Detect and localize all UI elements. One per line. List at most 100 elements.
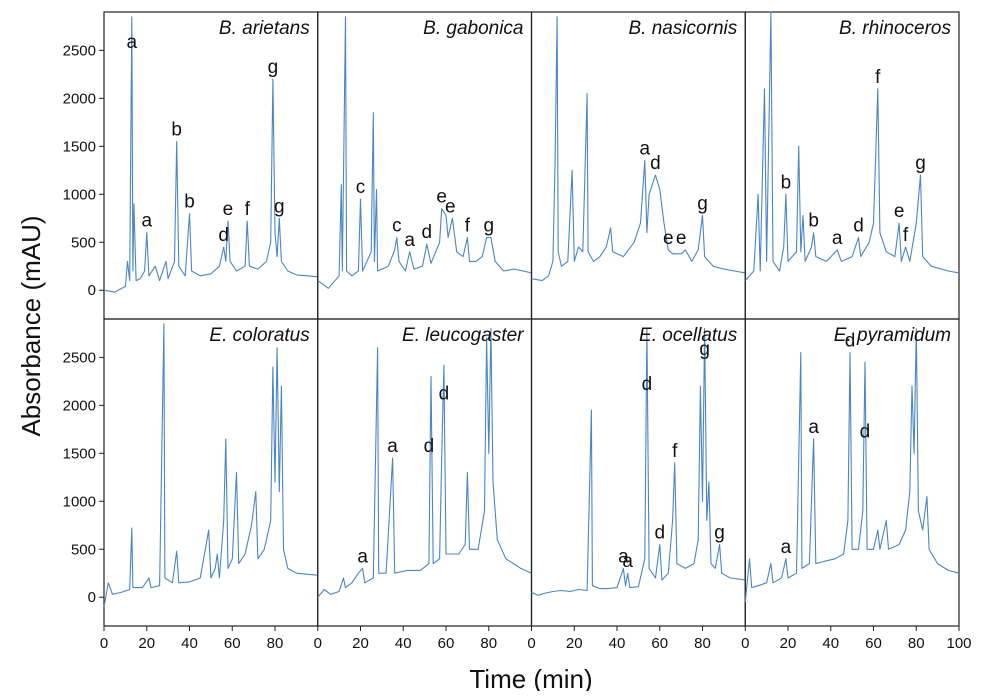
panel-title: B. arietans [219,18,310,39]
peak-label-f: f [465,215,471,236]
panel-b-arietans: B. arietans a a b b de f g g [103,11,319,320]
panel-e-coloratus: E. coloratus [103,318,319,627]
peak-label-c: c [356,177,366,198]
chromatogram-line [744,328,960,603]
panel-frame [317,318,533,627]
peak-label-a: a [357,546,368,567]
x-tick-label: 0 [100,635,108,652]
x-tick-label: 100 [946,635,971,652]
peak-label-a: a [808,417,819,438]
peak-label-d: d [650,153,661,174]
peak-label-d: d [853,215,864,236]
peak-label-e: e [223,199,234,220]
y-tick-label: 1500 [63,138,96,155]
panel-e-pyramidum: E. pyramidum a a d d [744,318,960,627]
panel-title: E. pyramidum [834,325,951,346]
panel-frame [530,11,746,320]
x-tick-label: 80 [267,635,284,652]
peak-label-d: d [421,222,432,243]
panel-frame [317,11,533,320]
x-tick-label: 20 [566,635,583,652]
chromatogram-line [744,11,960,281]
y-tick-label: 0 [88,282,96,299]
peak-label-a: a [387,436,398,457]
y-tick-label: 2500 [63,42,96,59]
peak-label-b: b [781,172,792,193]
y-tick-label: 1000 [63,186,96,203]
x-tick-label: 60 [438,635,455,652]
peak-label-f: f [245,199,251,220]
x-tick-label: 40 [609,635,626,652]
panel-frame [744,318,960,627]
x-tick-label: 20 [138,635,155,652]
peak-label-d: d [860,422,871,443]
peak-label-b: b [808,211,819,232]
peak-label-a: a [622,551,633,572]
peak-label-d: d [439,383,450,404]
peak-label-f: f [903,225,909,246]
panel-frame [530,318,746,627]
peak-label-e: e [663,228,674,249]
peak-label-c: c [392,215,402,236]
peak-label-g: g [274,196,285,217]
peak-label-d: d [845,331,856,352]
x-tick-label: 20 [780,635,797,652]
peak-label-b: b [184,191,195,212]
x-tick-label: 80 [908,635,925,652]
x-tick-label: 0 [741,635,749,652]
peak-label-g: g [915,153,926,174]
peak-label-a: a [781,537,792,558]
peak-label-b: b [171,120,182,141]
peak-label-g: g [699,339,710,360]
peak-label-g: g [714,522,725,543]
chromatogram-line [317,328,532,598]
peak-label-d: d [654,522,665,543]
peak-label-g: g [268,57,279,78]
y-tick-label: 0 [88,589,96,606]
peak-label-g: g [697,193,708,214]
y-tick-label: 1500 [63,445,96,462]
x-tick-label: 20 [352,635,369,652]
peak-label-f: f [875,67,881,88]
y-axis-title: Absorbance (mAU) [16,215,46,436]
axes-layer: 0500100015002000250005001000150020002500… [63,42,972,652]
peak-label-e: e [676,228,687,249]
y-tick-label: 1000 [63,493,96,510]
y-tick-label: 2000 [63,90,96,107]
x-tick-label: 60 [865,635,882,652]
x-tick-label: 60 [651,635,668,652]
chromatogram-line [531,328,746,596]
x-tick-label: 40 [181,635,198,652]
peak-label-d: d [642,374,653,395]
y-tick-label: 2500 [63,349,96,366]
peak-label-a: a [618,546,629,567]
peak-label-d: d [424,436,435,457]
x-tick-label: 40 [822,635,839,652]
peak-label-a: a [126,32,137,53]
peak-label-e: e [894,201,905,222]
peak-label-a: a [404,230,415,251]
peak-label-e: e [445,196,456,217]
x-tick-label: 80 [480,635,497,652]
chromatogram-line [103,16,318,293]
panel-e-leucogaster: E. leucogaster a a d d [317,318,533,627]
peak-label-g: g [483,215,494,236]
peak-label-d: d [218,225,229,246]
y-tick-label: 500 [71,234,96,251]
panel-title: B. rhinoceros [839,18,951,39]
panel-title: E. ocellatus [639,325,738,346]
chromatogram-line [317,16,532,289]
peak-label-a: a [141,211,152,232]
peak-label-a: a [639,139,650,160]
x-tick-label: 40 [395,635,412,652]
peak-label-e: e [436,187,447,208]
panel-title: B. nasicornis [628,18,737,39]
panel-title: B. gabonica [423,18,523,39]
